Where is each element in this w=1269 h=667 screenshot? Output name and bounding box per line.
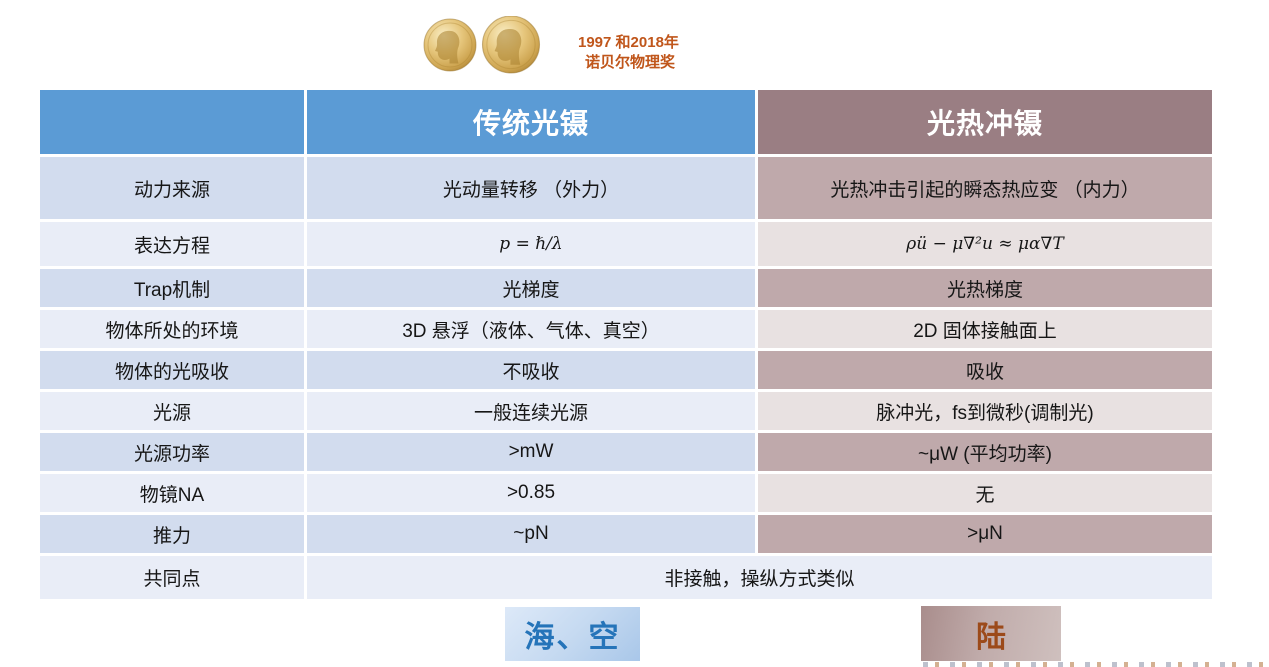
table-row: 光源 一般连续光源 脉冲光，fs到微秒(调制光) bbox=[40, 392, 1212, 430]
header-cell-blank bbox=[40, 90, 304, 154]
photothermal-value: 光热冲击引起的瞬态热应变 （内力） bbox=[758, 157, 1212, 219]
table-row: 表达方程 p = ℏ/λ ρü − μ∇²u ≈ μα∇T bbox=[40, 222, 1212, 266]
table-row: 动力来源 光动量转移 （外力） 光热冲击引起的瞬态热应变 （内力） bbox=[40, 157, 1212, 219]
traditional-value: 光梯度 bbox=[307, 269, 755, 307]
table-row-common: 共同点 非接触，操纵方式类似 bbox=[40, 556, 1212, 599]
traditional-value: ~pN bbox=[307, 515, 755, 553]
row-label: 推力 bbox=[40, 515, 304, 553]
clipped-text-fragment bbox=[923, 662, 1269, 667]
sea-air-tag: 海、空 bbox=[505, 607, 640, 661]
header-cell-traditional: 传统光镊 bbox=[307, 90, 755, 154]
nobel-medal-icons bbox=[423, 16, 541, 74]
table-row: 物镜NA >0.85 无 bbox=[40, 474, 1212, 512]
header-cell-photothermal: 光热冲镊 bbox=[758, 90, 1212, 154]
photothermal-value: 吸收 bbox=[758, 351, 1212, 389]
traditional-value: p = ℏ/λ bbox=[307, 222, 755, 266]
common-value: 非接触，操纵方式类似 bbox=[307, 556, 1212, 599]
photothermal-value: 光热梯度 bbox=[758, 269, 1212, 307]
table-row: 物体的光吸收 不吸收 吸收 bbox=[40, 351, 1212, 389]
row-label: Trap机制 bbox=[40, 269, 304, 307]
land-label: 陆 bbox=[976, 620, 1006, 654]
nobel-caption: 1997 和2018年 诺贝尔物理奖 bbox=[578, 33, 679, 73]
table-header-row: 传统光镊 光热冲镊 bbox=[40, 90, 1212, 154]
traditional-value: 3D 悬浮（液体、气体、真空） bbox=[307, 310, 755, 348]
row-label: 物体所处的环境 bbox=[40, 310, 304, 348]
table-body: 动力来源 光动量转移 （外力） 光热冲击引起的瞬态热应变 （内力） 表达方程 p… bbox=[40, 157, 1212, 553]
table-row: 推力 ~pN >μN bbox=[40, 515, 1212, 553]
nobel-medal-icon bbox=[423, 18, 477, 72]
table-row: 光源功率 >mW ~μW (平均功率) bbox=[40, 433, 1212, 471]
land-tag: 陆 bbox=[921, 606, 1061, 661]
nobel-badge: 1997 和2018年 诺贝尔物理奖 bbox=[423, 16, 679, 74]
row-label: 物体的光吸收 bbox=[40, 351, 304, 389]
row-label: 光源 bbox=[40, 392, 304, 430]
sea-air-label: 海、空 bbox=[524, 621, 621, 654]
traditional-value: >0.85 bbox=[307, 474, 755, 512]
traditional-value: 一般连续光源 bbox=[307, 392, 755, 430]
photothermal-value: 2D 固体接触面上 bbox=[758, 310, 1212, 348]
photothermal-value: ρü − μ∇²u ≈ μα∇T bbox=[758, 222, 1212, 266]
nobel-caption-line2: 诺贝尔物理奖 bbox=[585, 54, 676, 71]
nobel-medal-icon bbox=[481, 16, 541, 74]
traditional-value: 光动量转移 （外力） bbox=[307, 157, 755, 219]
row-label: 光源功率 bbox=[40, 433, 304, 471]
photothermal-value: ~μW (平均功率) bbox=[758, 433, 1212, 471]
row-label: 物镜NA bbox=[40, 474, 304, 512]
traditional-value: 不吸收 bbox=[307, 351, 755, 389]
row-label: 表达方程 bbox=[40, 222, 304, 266]
comparison-table: 传统光镊 光热冲镊 动力来源 光动量转移 （外力） 光热冲击引起的瞬态热应变 （… bbox=[40, 90, 1212, 602]
row-label: 动力来源 bbox=[40, 157, 304, 219]
photothermal-value: >μN bbox=[758, 515, 1212, 553]
row-label: 共同点 bbox=[40, 556, 304, 599]
photothermal-value: 脉冲光，fs到微秒(调制光) bbox=[758, 392, 1212, 430]
photothermal-value: 无 bbox=[758, 474, 1212, 512]
table-row: Trap机制 光梯度 光热梯度 bbox=[40, 269, 1212, 307]
table-row: 物体所处的环境 3D 悬浮（液体、气体、真空） 2D 固体接触面上 bbox=[40, 310, 1212, 348]
nobel-caption-line1: 1997 和2018年 bbox=[578, 34, 679, 51]
traditional-value: >mW bbox=[307, 433, 755, 471]
